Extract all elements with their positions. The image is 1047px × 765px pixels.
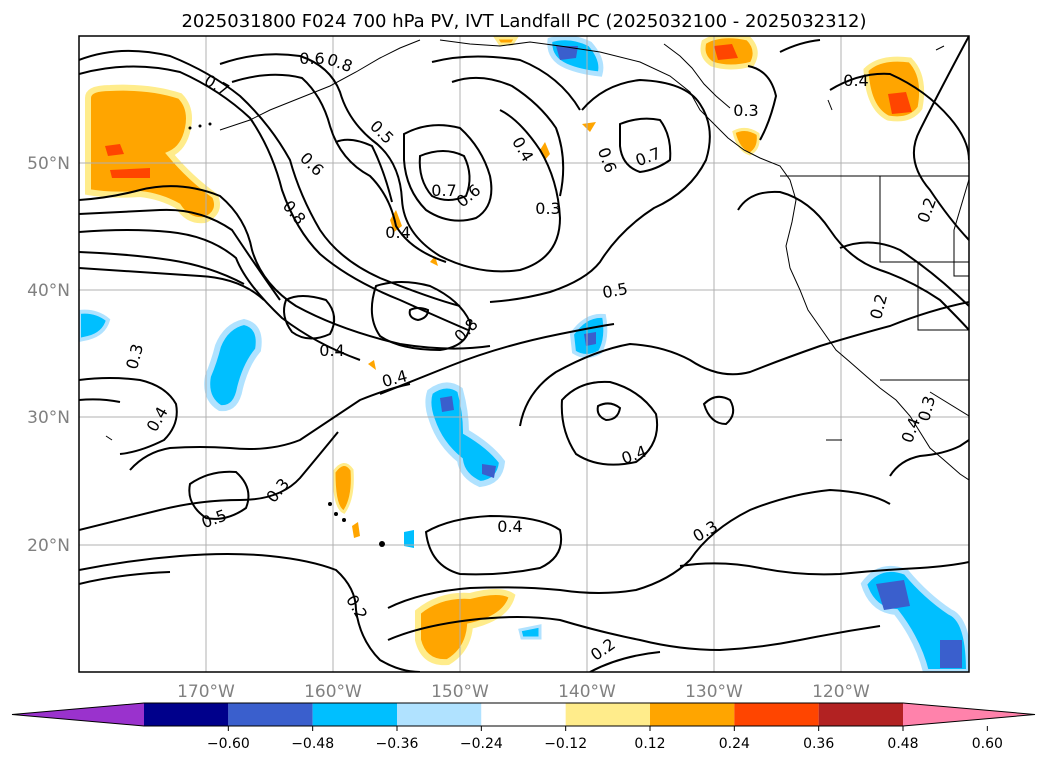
negative-anomaly-gulf-core <box>556 46 578 60</box>
negative-anomaly-east-core <box>584 332 596 346</box>
lon-label-120w: 120°W <box>812 682 870 702</box>
colorbar-tick-label: −0.12 <box>544 736 587 752</box>
colorbar-tick-label: 0.12 <box>634 736 665 752</box>
colorbar-tick-label: −0.24 <box>460 736 503 752</box>
lon-label-160w: 160°W <box>304 682 362 702</box>
positive-anomaly-canada-core <box>888 92 912 114</box>
colorbar-box <box>650 703 735 726</box>
colorbar-tick-label: −0.48 <box>291 736 334 752</box>
negative-anomaly-central-core-b <box>482 464 496 478</box>
map-panel: 0.7 0.8 0.5 0.6 0.4 0.7 0.6 0.4 0.6 0.7 … <box>78 35 970 673</box>
colorbar-box <box>312 703 397 726</box>
colorbar-tick-label: 0.60 <box>972 736 1003 752</box>
colorbar-box <box>565 703 650 726</box>
positive-anomaly-top <box>493 36 519 46</box>
positive-shading <box>85 36 925 666</box>
positive-anomaly-small-f <box>368 360 376 370</box>
lat-label-20n: 20°N <box>27 536 70 556</box>
positive-anomaly-small-b <box>540 142 550 160</box>
lon-label-130w: 130°W <box>685 682 743 702</box>
negative-anomaly-south-small <box>518 624 542 640</box>
lat-label-30n: 30°N <box>27 408 70 428</box>
colorbar-tick-label: 0.48 <box>887 736 918 752</box>
positive-anomaly-hawaii <box>332 463 354 514</box>
contour-label: 0.6 <box>299 49 324 68</box>
map-frame <box>78 35 970 673</box>
contour-label: 0.4 <box>319 341 344 360</box>
colorbar-tick-label: −0.36 <box>376 736 419 752</box>
colorbar-box <box>228 703 313 726</box>
colorbar-extend-high <box>903 703 1035 726</box>
positive-anomaly-small-d <box>430 256 438 266</box>
colorbar: −0.60 −0.48 −0.36 −0.24 −0.12 0.12 0.24 0.36 0.4… <box>11 702 1036 752</box>
positive-anomaly-south <box>415 589 516 666</box>
contour-label: 0.7 <box>431 181 456 200</box>
colorbar-extend-low <box>12 703 144 726</box>
negative-anomaly-small <box>404 530 414 548</box>
negative-anomaly-central-core-a <box>440 396 454 412</box>
positive-anomaly-alaska-core <box>714 44 738 60</box>
pv-contours <box>79 36 969 672</box>
lon-label-150w: 150°W <box>431 682 489 702</box>
colorbar-box <box>397 703 482 726</box>
colorbar-tick-label: −0.60 <box>207 736 250 752</box>
positive-anomaly-nw-core <box>105 144 150 178</box>
longitude-labels: 170°W 160°W 150°W 140°W 130°W 120°W <box>177 682 870 702</box>
colorbar-box <box>481 703 566 726</box>
colorbar-tick-label: 0.36 <box>803 736 834 752</box>
map-background <box>79 36 969 672</box>
colorbar-box <box>734 703 819 726</box>
lat-label-40n: 40°N <box>27 281 70 301</box>
colorbar-outline <box>11 702 1036 727</box>
contour-label: 0.4 <box>385 223 410 242</box>
contour-label: 0.4 <box>497 517 522 536</box>
contour-label: 0.3 <box>733 101 758 120</box>
contour-label: 0.4 <box>843 71 868 90</box>
positive-anomaly-small-c <box>582 122 596 132</box>
coastlines <box>105 39 969 481</box>
islands <box>188 122 385 547</box>
map-title: 2025031800 F024 700 hPa PV, IVT Landfall… <box>181 11 866 32</box>
graticule <box>79 36 969 672</box>
latitude-labels: 50°N 40°N 30°N 20°N <box>27 154 70 556</box>
contour-label: 0.5 <box>601 279 629 302</box>
contour-label: 0.3 <box>535 199 560 218</box>
positive-anomaly-small-e <box>352 522 360 538</box>
colorbar-box <box>144 703 229 726</box>
colorbar-tick-label: 0.24 <box>719 736 750 752</box>
negative-anomaly-mexico-core-b <box>940 640 962 668</box>
negative-anomaly-west-edge <box>79 309 111 343</box>
lat-label-50n: 50°N <box>27 154 70 174</box>
negative-anomaly-west <box>204 318 262 412</box>
lon-label-140w: 140°W <box>558 682 616 702</box>
negative-anomaly-mexico-core-a <box>876 580 910 610</box>
lon-label-170w: 170°W <box>177 682 235 702</box>
colorbar-box <box>818 703 903 726</box>
